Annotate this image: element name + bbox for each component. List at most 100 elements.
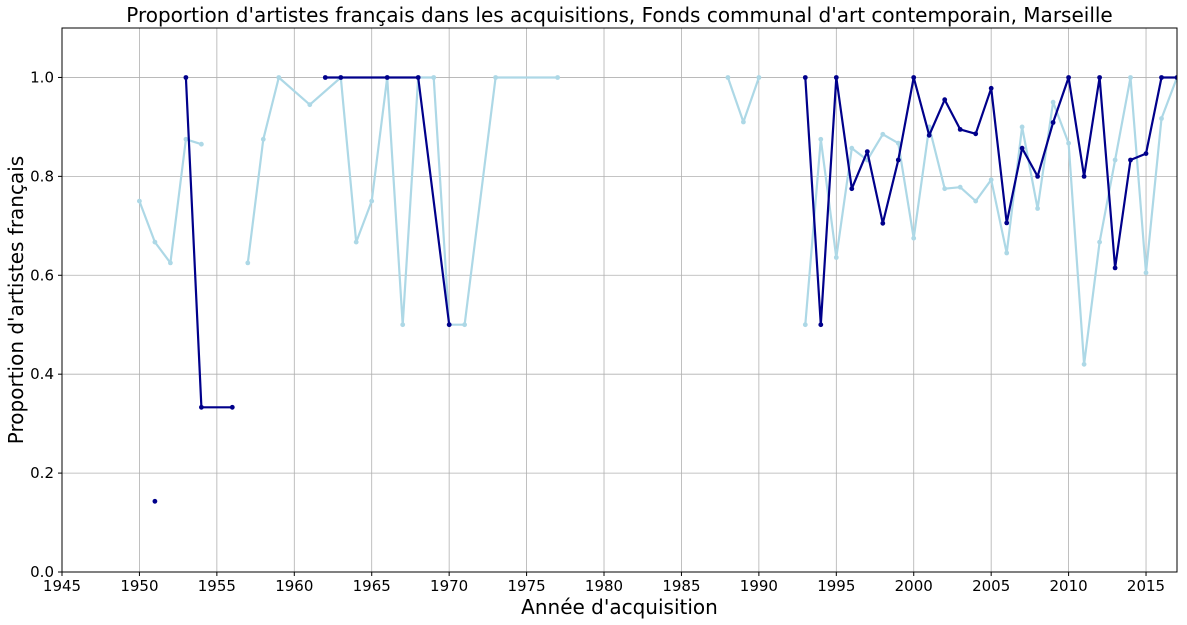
data-point	[1050, 120, 1056, 125]
data-point	[895, 157, 901, 163]
data-point	[276, 75, 282, 80]
data-point	[1112, 157, 1118, 163]
data-point	[152, 239, 158, 245]
data-point	[1159, 75, 1164, 80]
data-point	[1004, 250, 1010, 256]
data-point	[1019, 145, 1025, 151]
y-tick-label: 0.8	[30, 167, 54, 185]
data-point	[1081, 174, 1087, 179]
data-point	[183, 75, 189, 80]
data-point	[369, 198, 375, 204]
data-point	[988, 177, 994, 183]
data-point	[1143, 151, 1149, 157]
x-tick-label: 1955	[198, 577, 236, 595]
chart-title: Proportion d'artistes français dans les …	[126, 3, 1112, 27]
data-point	[555, 75, 560, 80]
data-point	[942, 97, 948, 103]
data-point	[895, 140, 901, 146]
data-point	[741, 119, 746, 125]
data-point	[880, 131, 886, 137]
data-point	[229, 404, 235, 410]
data-point	[168, 260, 173, 266]
x-tick-label: 1980	[585, 577, 623, 595]
data-point	[1050, 99, 1056, 105]
data-point	[431, 75, 437, 80]
x-tick-label: 1970	[430, 577, 468, 595]
x-tick-label: 1990	[740, 577, 778, 595]
data-point	[911, 235, 917, 241]
data-point	[1066, 140, 1071, 146]
data-point	[322, 75, 328, 80]
data-point	[833, 255, 839, 260]
data-point	[973, 131, 979, 137]
x-tick-label: 1950	[120, 577, 158, 595]
data-point	[1004, 220, 1010, 226]
data-point	[1159, 116, 1164, 121]
y-tick-label: 0.4	[30, 365, 54, 383]
data-point	[1128, 75, 1133, 80]
data-point	[152, 498, 158, 504]
x-axis-title: Année d'acquisition	[521, 595, 718, 619]
x-tick-label: 1985	[662, 577, 700, 595]
data-point	[384, 75, 390, 80]
data-point	[245, 260, 251, 266]
x-tick-label: 2005	[972, 577, 1010, 595]
data-point	[353, 239, 359, 245]
x-tick-label: 1975	[507, 577, 545, 595]
data-point	[818, 136, 824, 142]
data-point	[725, 75, 731, 80]
data-point	[911, 75, 917, 80]
data-point	[199, 141, 204, 147]
data-point	[1097, 239, 1102, 245]
data-point	[880, 220, 886, 226]
data-point	[1035, 206, 1040, 211]
data-point	[493, 75, 498, 80]
data-point	[307, 102, 313, 108]
data-point	[833, 75, 839, 80]
data-point	[1143, 270, 1149, 276]
data-point	[926, 132, 932, 138]
data-point	[818, 322, 824, 328]
data-point	[462, 322, 467, 328]
data-point	[1066, 75, 1071, 80]
data-point	[864, 149, 870, 155]
data-point	[988, 85, 994, 91]
y-axis-title: Proportion d'artistes français	[4, 156, 28, 444]
series-1	[137, 75, 1177, 367]
series-2	[152, 75, 1177, 504]
series-line	[184, 77, 233, 409]
data-point	[1081, 361, 1087, 367]
series-layer	[137, 75, 1177, 504]
data-point	[802, 75, 808, 80]
y-tick-label: 0.2	[30, 464, 54, 482]
data-point	[400, 322, 406, 328]
data-point	[183, 136, 189, 142]
data-point	[957, 126, 963, 132]
data-point	[446, 322, 452, 328]
x-tick-label: 2000	[895, 577, 933, 595]
x-tick-label: 1965	[353, 577, 391, 595]
data-point	[849, 145, 855, 151]
data-point	[415, 75, 421, 80]
data-point	[199, 404, 204, 410]
data-point	[973, 198, 979, 204]
series-line	[726, 77, 760, 124]
y-tick-label: 0.6	[30, 266, 54, 284]
grid	[61, 28, 1177, 573]
x-tick-label: 2010	[1050, 577, 1088, 595]
data-point	[1097, 75, 1102, 80]
y-tick-label: 0.0	[30, 563, 54, 581]
data-point	[849, 186, 855, 192]
data-point	[957, 184, 963, 190]
data-point	[942, 186, 948, 192]
x-tick-label: 1995	[817, 577, 855, 595]
data-point	[1019, 124, 1025, 130]
ticks: 1945 1950 1955 1960 1965 1970 1975 1980 1985 1990…	[30, 68, 1165, 595]
data-point	[260, 136, 266, 142]
data-point	[137, 198, 142, 204]
x-tick-label: 1945	[43, 577, 81, 595]
data-point	[1112, 265, 1118, 271]
x-tick-label: 2015	[1127, 577, 1165, 595]
